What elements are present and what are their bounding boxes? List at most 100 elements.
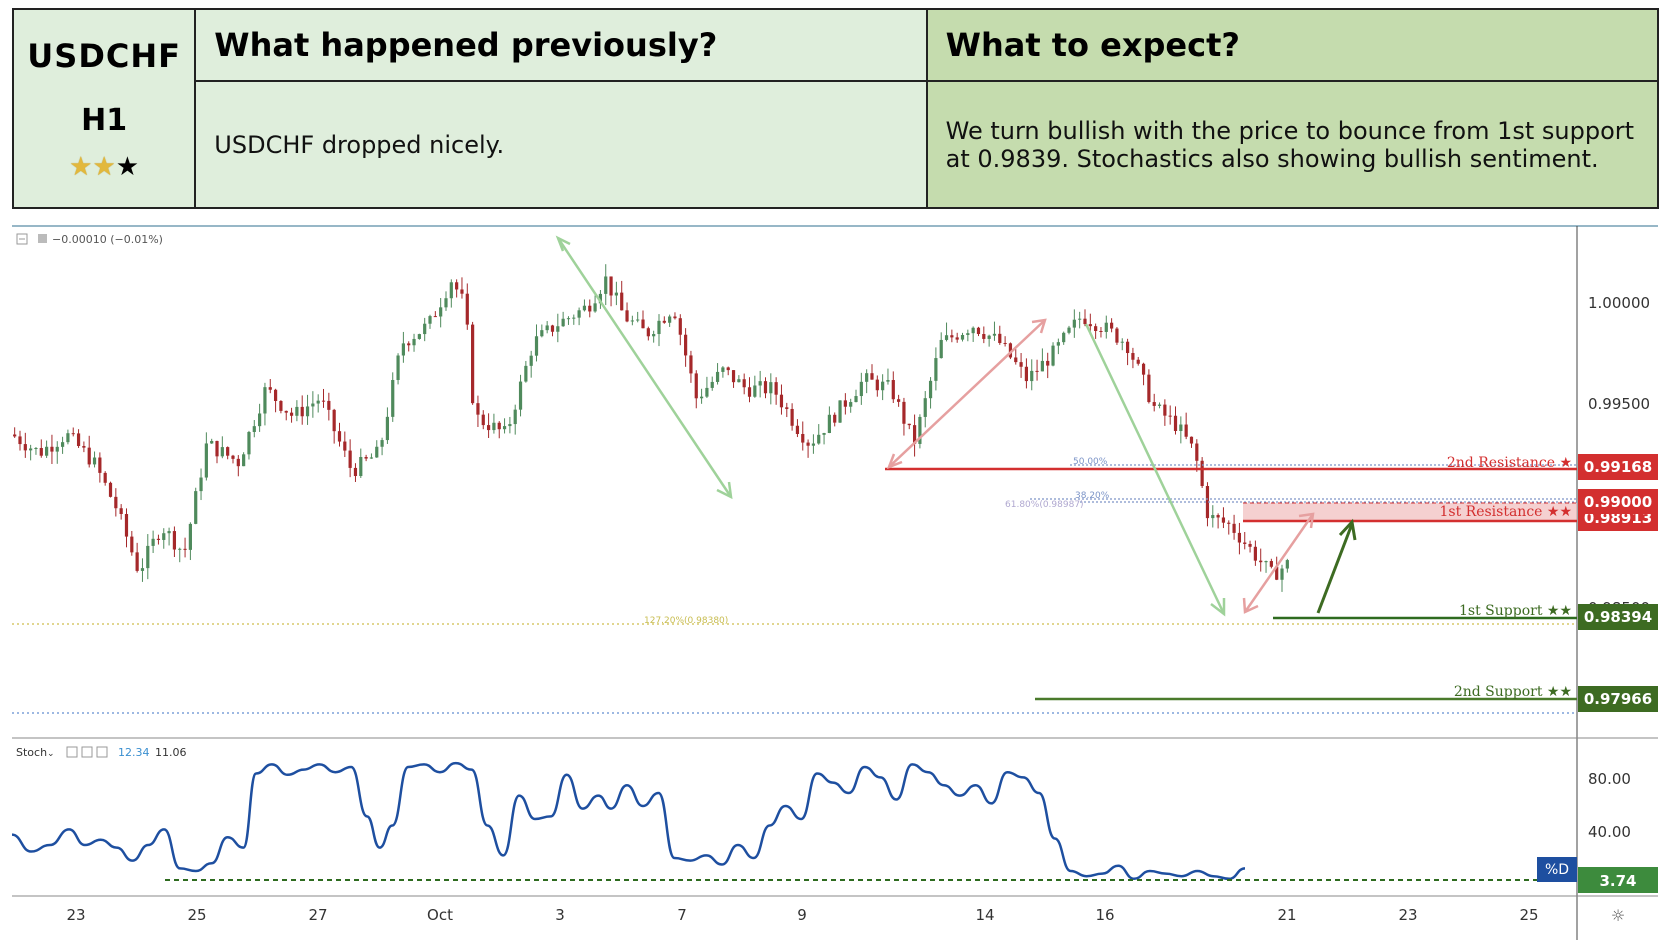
candle-bear: [1141, 363, 1146, 375]
candle-bull: [769, 382, 773, 394]
candle-bear: [343, 441, 347, 451]
candle-bear: [273, 389, 278, 401]
stoch-value-text: 3.74: [1599, 872, 1636, 890]
candle-bull: [1072, 319, 1076, 328]
candle-bear: [1136, 359, 1140, 364]
candle-bull: [316, 400, 320, 404]
candle-bull: [822, 433, 826, 435]
candle-bear: [332, 409, 336, 432]
candle-bear: [1035, 370, 1039, 372]
candle-bull: [60, 442, 65, 447]
candle-bull: [1067, 327, 1071, 333]
candle-bear: [1083, 318, 1087, 325]
candle-bull: [987, 335, 991, 339]
candle-bull: [1040, 360, 1044, 372]
next-text: We turn bullish with the price to bounce…: [925, 80, 1660, 209]
candle-bull: [428, 316, 432, 324]
next-header: What to expect?: [925, 8, 1660, 82]
candle-bear: [1115, 328, 1119, 343]
candle-bear: [912, 425, 917, 444]
candle-bear: [114, 496, 118, 509]
chevron-down-icon[interactable]: ⌄: [47, 749, 55, 759]
candle-bear: [795, 425, 800, 434]
candle-bear: [646, 328, 650, 337]
candle-bull: [412, 338, 416, 346]
candle-bear: [1110, 322, 1114, 329]
candle-bull: [417, 334, 421, 339]
candle-bear: [976, 327, 981, 335]
candle-bull: [444, 298, 448, 308]
stoch-tick: 80.00: [1588, 770, 1631, 788]
candle-bear: [183, 548, 187, 550]
candle-bull: [55, 446, 59, 452]
candle-bear: [801, 433, 805, 443]
candle-bear: [1200, 460, 1204, 486]
candle-bear: [689, 355, 693, 374]
candle-bull: [721, 367, 725, 372]
candle-bull: [380, 440, 384, 447]
candle-bull: [710, 381, 714, 388]
candle-bull: [305, 406, 310, 417]
fib-label: 61.80%(0.98987): [1005, 500, 1084, 510]
candle-bull: [210, 440, 214, 444]
candle-bear: [1163, 404, 1167, 416]
candle-bear: [76, 433, 81, 446]
candle-bull: [524, 365, 528, 382]
candle-bull: [715, 371, 720, 382]
candle-bear: [1125, 341, 1130, 354]
candle-bear: [284, 410, 288, 413]
settings-icon[interactable]: [81, 746, 93, 758]
candle-bear: [833, 414, 837, 423]
candle-bull: [540, 330, 544, 337]
eye-icon[interactable]: [66, 746, 78, 758]
price-box-second-support: [1578, 686, 1658, 712]
candle-bear: [955, 337, 959, 340]
candle-bear: [231, 455, 235, 459]
candle-bear: [1221, 517, 1226, 523]
candle-bear: [950, 335, 954, 338]
candle-bear: [1131, 353, 1135, 360]
candle-bear: [907, 423, 911, 426]
close-icon[interactable]: [96, 746, 108, 758]
price-box-second-resistance: [1578, 454, 1658, 480]
candle-bull: [1211, 515, 1215, 519]
second-support-label: 2nd Support ★★: [1454, 684, 1572, 700]
candle-bear: [321, 400, 326, 402]
candle-bear: [1259, 560, 1263, 563]
candle-bear: [1248, 543, 1252, 547]
gear-icon[interactable]: ☼: [1611, 906, 1625, 925]
time-tick: Oct: [427, 906, 453, 924]
candle-bear: [998, 333, 1002, 343]
candle-bear: [694, 373, 698, 399]
candle-bull: [572, 317, 576, 319]
candle-bull: [1051, 345, 1055, 366]
candle-bear: [747, 387, 752, 397]
candle-bear: [1243, 542, 1247, 544]
candle-bear: [1168, 415, 1172, 417]
candle-bear: [785, 407, 789, 409]
candle-bull: [391, 379, 395, 417]
candle-bull: [188, 523, 192, 550]
candle-bull: [508, 424, 512, 427]
candle-bear: [875, 379, 879, 391]
candle-bear: [353, 467, 358, 477]
candle-bull: [918, 416, 922, 444]
summary-table: USDCHF H1 ★★★ What happened previously? …: [11, 8, 1660, 209]
candle-bull: [375, 446, 379, 458]
time-tick: 27: [308, 906, 327, 924]
star-empty-icon: ★: [115, 152, 140, 182]
candle-bull: [636, 319, 640, 321]
time-tick: 16: [1095, 906, 1114, 924]
candle-bear: [897, 399, 901, 402]
candle-bear: [673, 316, 677, 319]
candle-bull: [934, 358, 938, 381]
collapse-icon[interactable]: [16, 233, 28, 245]
candle-bull: [928, 380, 933, 399]
candle-bear: [1099, 330, 1103, 332]
candle-bull: [886, 380, 890, 382]
candle-bull: [162, 533, 166, 540]
candle-bear: [455, 282, 459, 290]
candle-bull: [1157, 404, 1162, 406]
stoch-d-badge: [1537, 857, 1577, 882]
price-box-text: 0.99168: [1584, 458, 1652, 476]
